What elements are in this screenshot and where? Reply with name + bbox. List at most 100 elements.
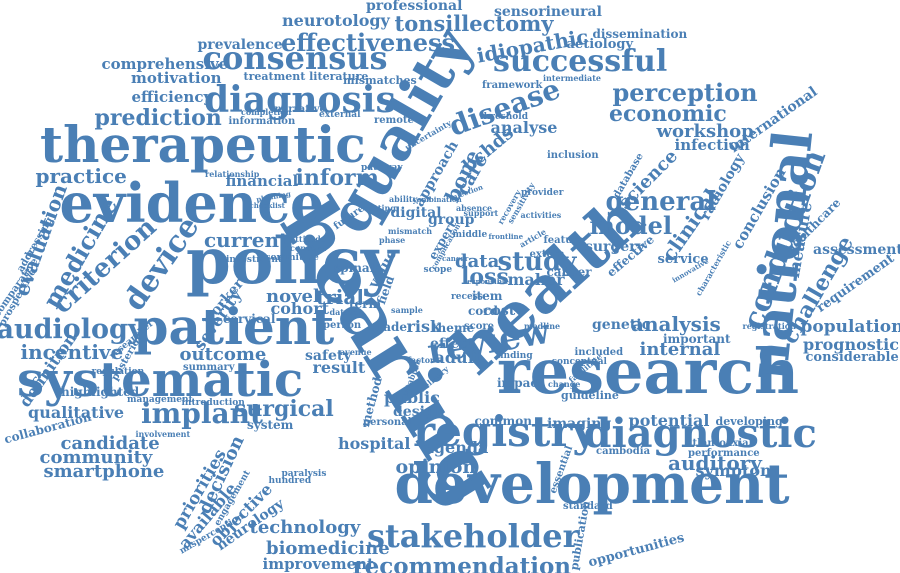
word-safety: safety xyxy=(305,348,352,364)
word-finding: finding xyxy=(497,350,533,361)
word-checklist: checklist xyxy=(249,200,285,210)
word-perception: perception xyxy=(612,78,758,107)
word-cost: cost xyxy=(483,303,516,319)
word-symptom: symptom xyxy=(695,461,777,480)
word-risk: risk xyxy=(406,317,442,336)
word-introduction: introduction xyxy=(181,397,245,408)
word-recommendation: recommendation xyxy=(352,552,572,573)
word-cancer: cancer xyxy=(442,253,469,263)
word-sensorineural: sensorineural xyxy=(494,4,602,20)
word-summary: summary xyxy=(183,362,235,373)
word-spinal: spinal xyxy=(333,261,375,275)
word-relationship: relationship xyxy=(205,169,260,179)
word-activities: activities xyxy=(520,210,562,220)
word-combination: combination xyxy=(412,194,462,204)
word-conceptual: conceptual xyxy=(551,356,607,367)
word-evidence: evidence xyxy=(59,171,325,235)
word-threshold: threshold xyxy=(479,111,529,122)
word-internal: internal xyxy=(639,339,721,360)
word-person: person xyxy=(323,320,362,331)
word-impact: impact xyxy=(497,376,544,390)
word-audiology: audiology xyxy=(0,313,144,345)
word-consensus: consensus xyxy=(202,39,388,77)
word-prognostic: prognostic xyxy=(803,335,899,354)
word-prevalence: prevalence xyxy=(197,37,283,53)
word-hundred: hundred xyxy=(268,475,312,486)
word-performance: performance xyxy=(688,448,760,459)
word-involvement: involvement xyxy=(135,429,191,439)
word-ability: ability xyxy=(389,194,418,204)
word-economic: economic xyxy=(609,101,727,127)
word-common: common xyxy=(474,414,532,428)
word-information: information xyxy=(228,116,296,127)
word-financial: financial xyxy=(225,171,299,190)
word-opportunities: opportunities xyxy=(586,529,686,571)
word-efficiency: efficiency xyxy=(131,87,213,106)
word-professional: professional xyxy=(366,0,463,14)
word-auditory: auditory xyxy=(668,451,762,475)
word-agenda: agenda xyxy=(423,438,489,457)
word-potential: potential xyxy=(628,411,710,430)
word-support: support xyxy=(463,208,499,218)
word-frontline: frontline xyxy=(488,231,524,241)
word-narrative: narrative xyxy=(274,104,326,115)
word-medline: medline xyxy=(524,321,561,331)
word-treatment-literature: treatment literature xyxy=(243,69,369,83)
word-incentive: incentive xyxy=(20,340,124,364)
word-therapeutic: therapeutic xyxy=(40,115,366,174)
word-factor: factor xyxy=(407,355,435,365)
word-provider: provider xyxy=(521,187,564,198)
word-change: change xyxy=(548,379,581,389)
word-practice: practice xyxy=(35,164,127,188)
word-dataset: dataset xyxy=(329,307,363,317)
word-outcome: outcome xyxy=(179,344,267,365)
word-effect: effect xyxy=(430,336,475,352)
word-guideline: guideline xyxy=(561,388,619,402)
word-opinion: opinion xyxy=(395,455,477,478)
word-cervical: cervical xyxy=(223,312,276,326)
word-external: external xyxy=(319,109,361,120)
word-study: study xyxy=(497,247,577,277)
word-policy: policy xyxy=(186,224,399,299)
word-service: service xyxy=(657,251,709,267)
word-assessment: assessment xyxy=(813,242,900,258)
word-cancer: cancer xyxy=(546,265,592,279)
word-remote: remote xyxy=(374,115,414,126)
word-data: data xyxy=(455,251,500,272)
word-surgery: surgery xyxy=(585,239,645,255)
word-regulation: regulation xyxy=(91,366,145,377)
word-tonsillectomy: tonsillectomy xyxy=(394,10,554,36)
word-comprehensive: comprehensive xyxy=(101,54,229,73)
word-effectiveness: effectiveness xyxy=(281,28,456,57)
word-score: score xyxy=(464,321,495,332)
word-extera: extera xyxy=(529,249,565,260)
word-novel: novel xyxy=(266,286,320,307)
word-concern: concern xyxy=(290,243,327,253)
word-qualitative: qualitative xyxy=(28,403,125,422)
word-diagnostic: diagnostic xyxy=(583,410,817,457)
word-successful: successful xyxy=(493,44,668,79)
word-responsible: responsible xyxy=(463,276,509,286)
word-intermediate: intermediate xyxy=(543,73,602,83)
word-analysis: analysis xyxy=(631,312,721,336)
word-framework: framework xyxy=(482,80,543,91)
word-aetiology: aetiology xyxy=(566,36,634,52)
word-community: community xyxy=(39,447,153,468)
word-avenue: avenue xyxy=(340,347,372,357)
word-dissemination: dissemination xyxy=(592,27,688,41)
word-absence: absence xyxy=(456,203,493,213)
word-inform: inform xyxy=(295,165,379,191)
word-adult: adult xyxy=(434,348,482,367)
word-atlantoaxial: atlantoaxial xyxy=(686,438,753,449)
word-cord: cord xyxy=(468,304,499,318)
word-setting: setting xyxy=(364,203,396,213)
word-genetic: genetic xyxy=(592,317,651,333)
word-term: term xyxy=(349,297,382,311)
word-model: model xyxy=(589,211,673,240)
word-mismatch: mismatch xyxy=(388,226,433,236)
word-loss: loss xyxy=(461,264,509,290)
word-management: management xyxy=(127,394,193,405)
word-motivation: motivation xyxy=(131,68,222,87)
word-item: item xyxy=(472,289,503,303)
